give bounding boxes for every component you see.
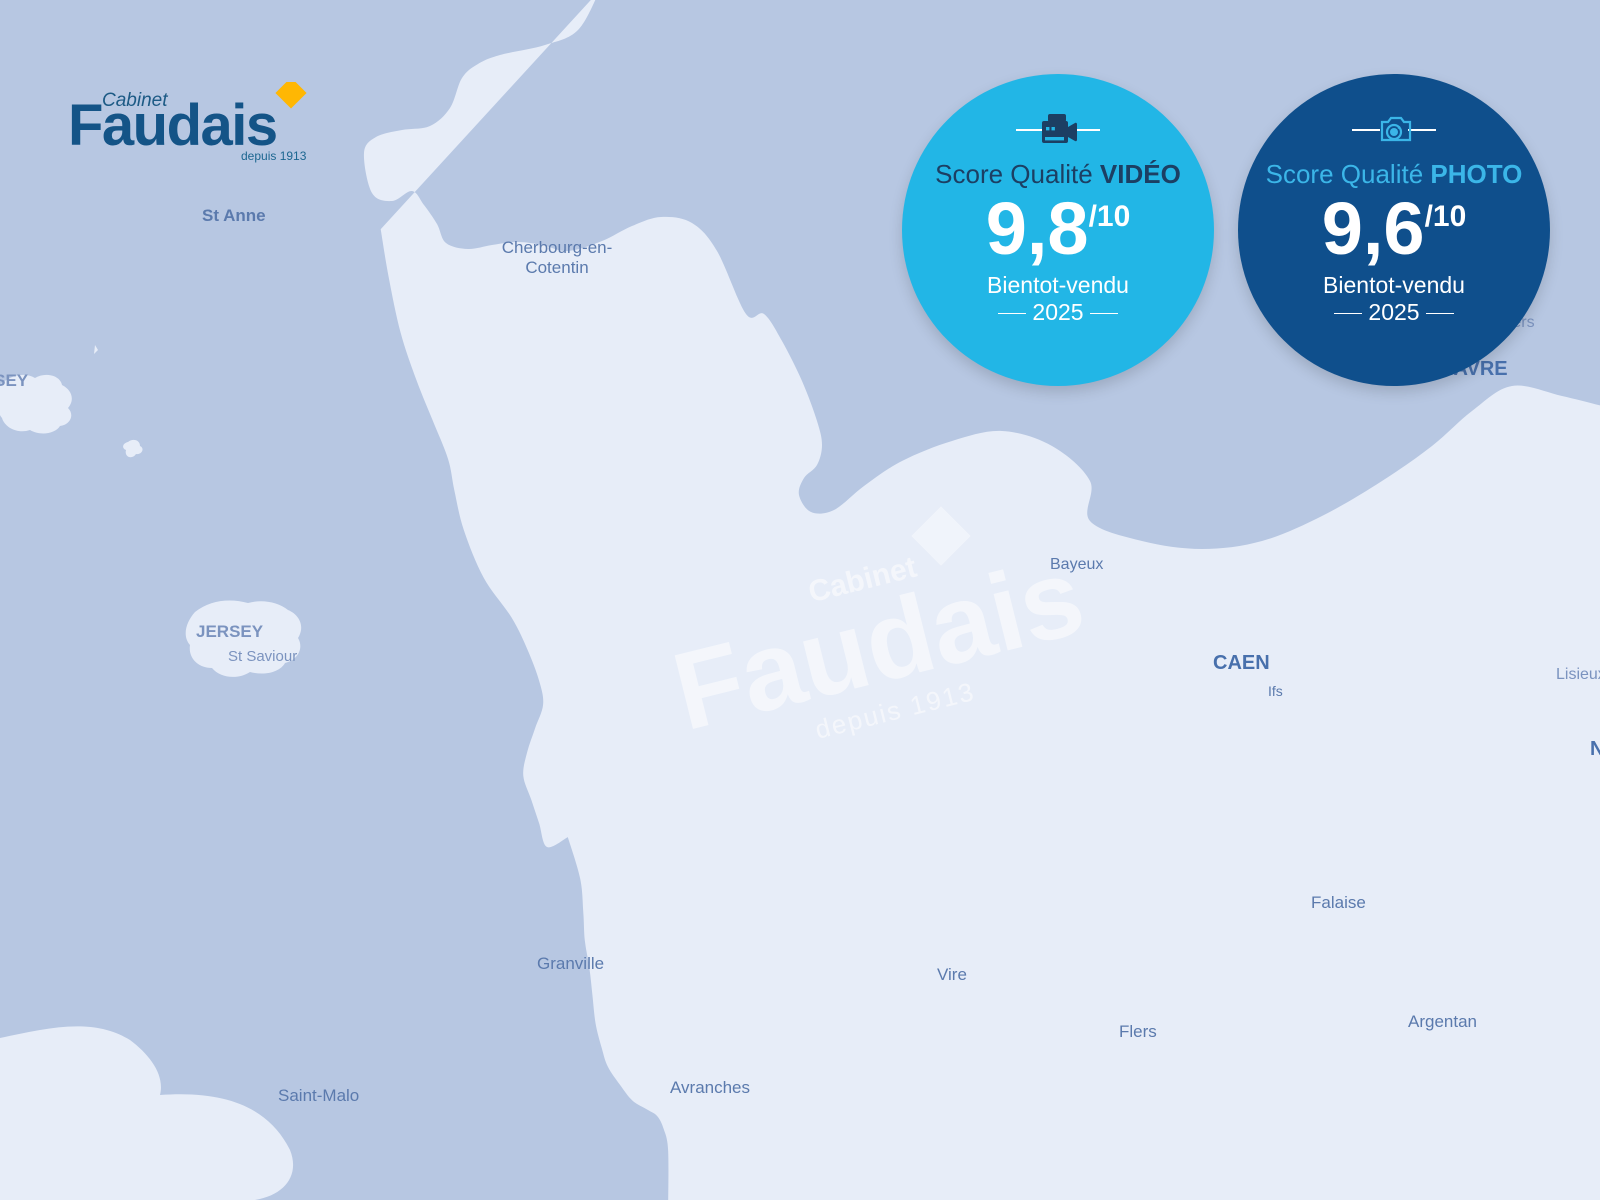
svg-text:depuis 1913: depuis 1913 xyxy=(241,149,307,163)
